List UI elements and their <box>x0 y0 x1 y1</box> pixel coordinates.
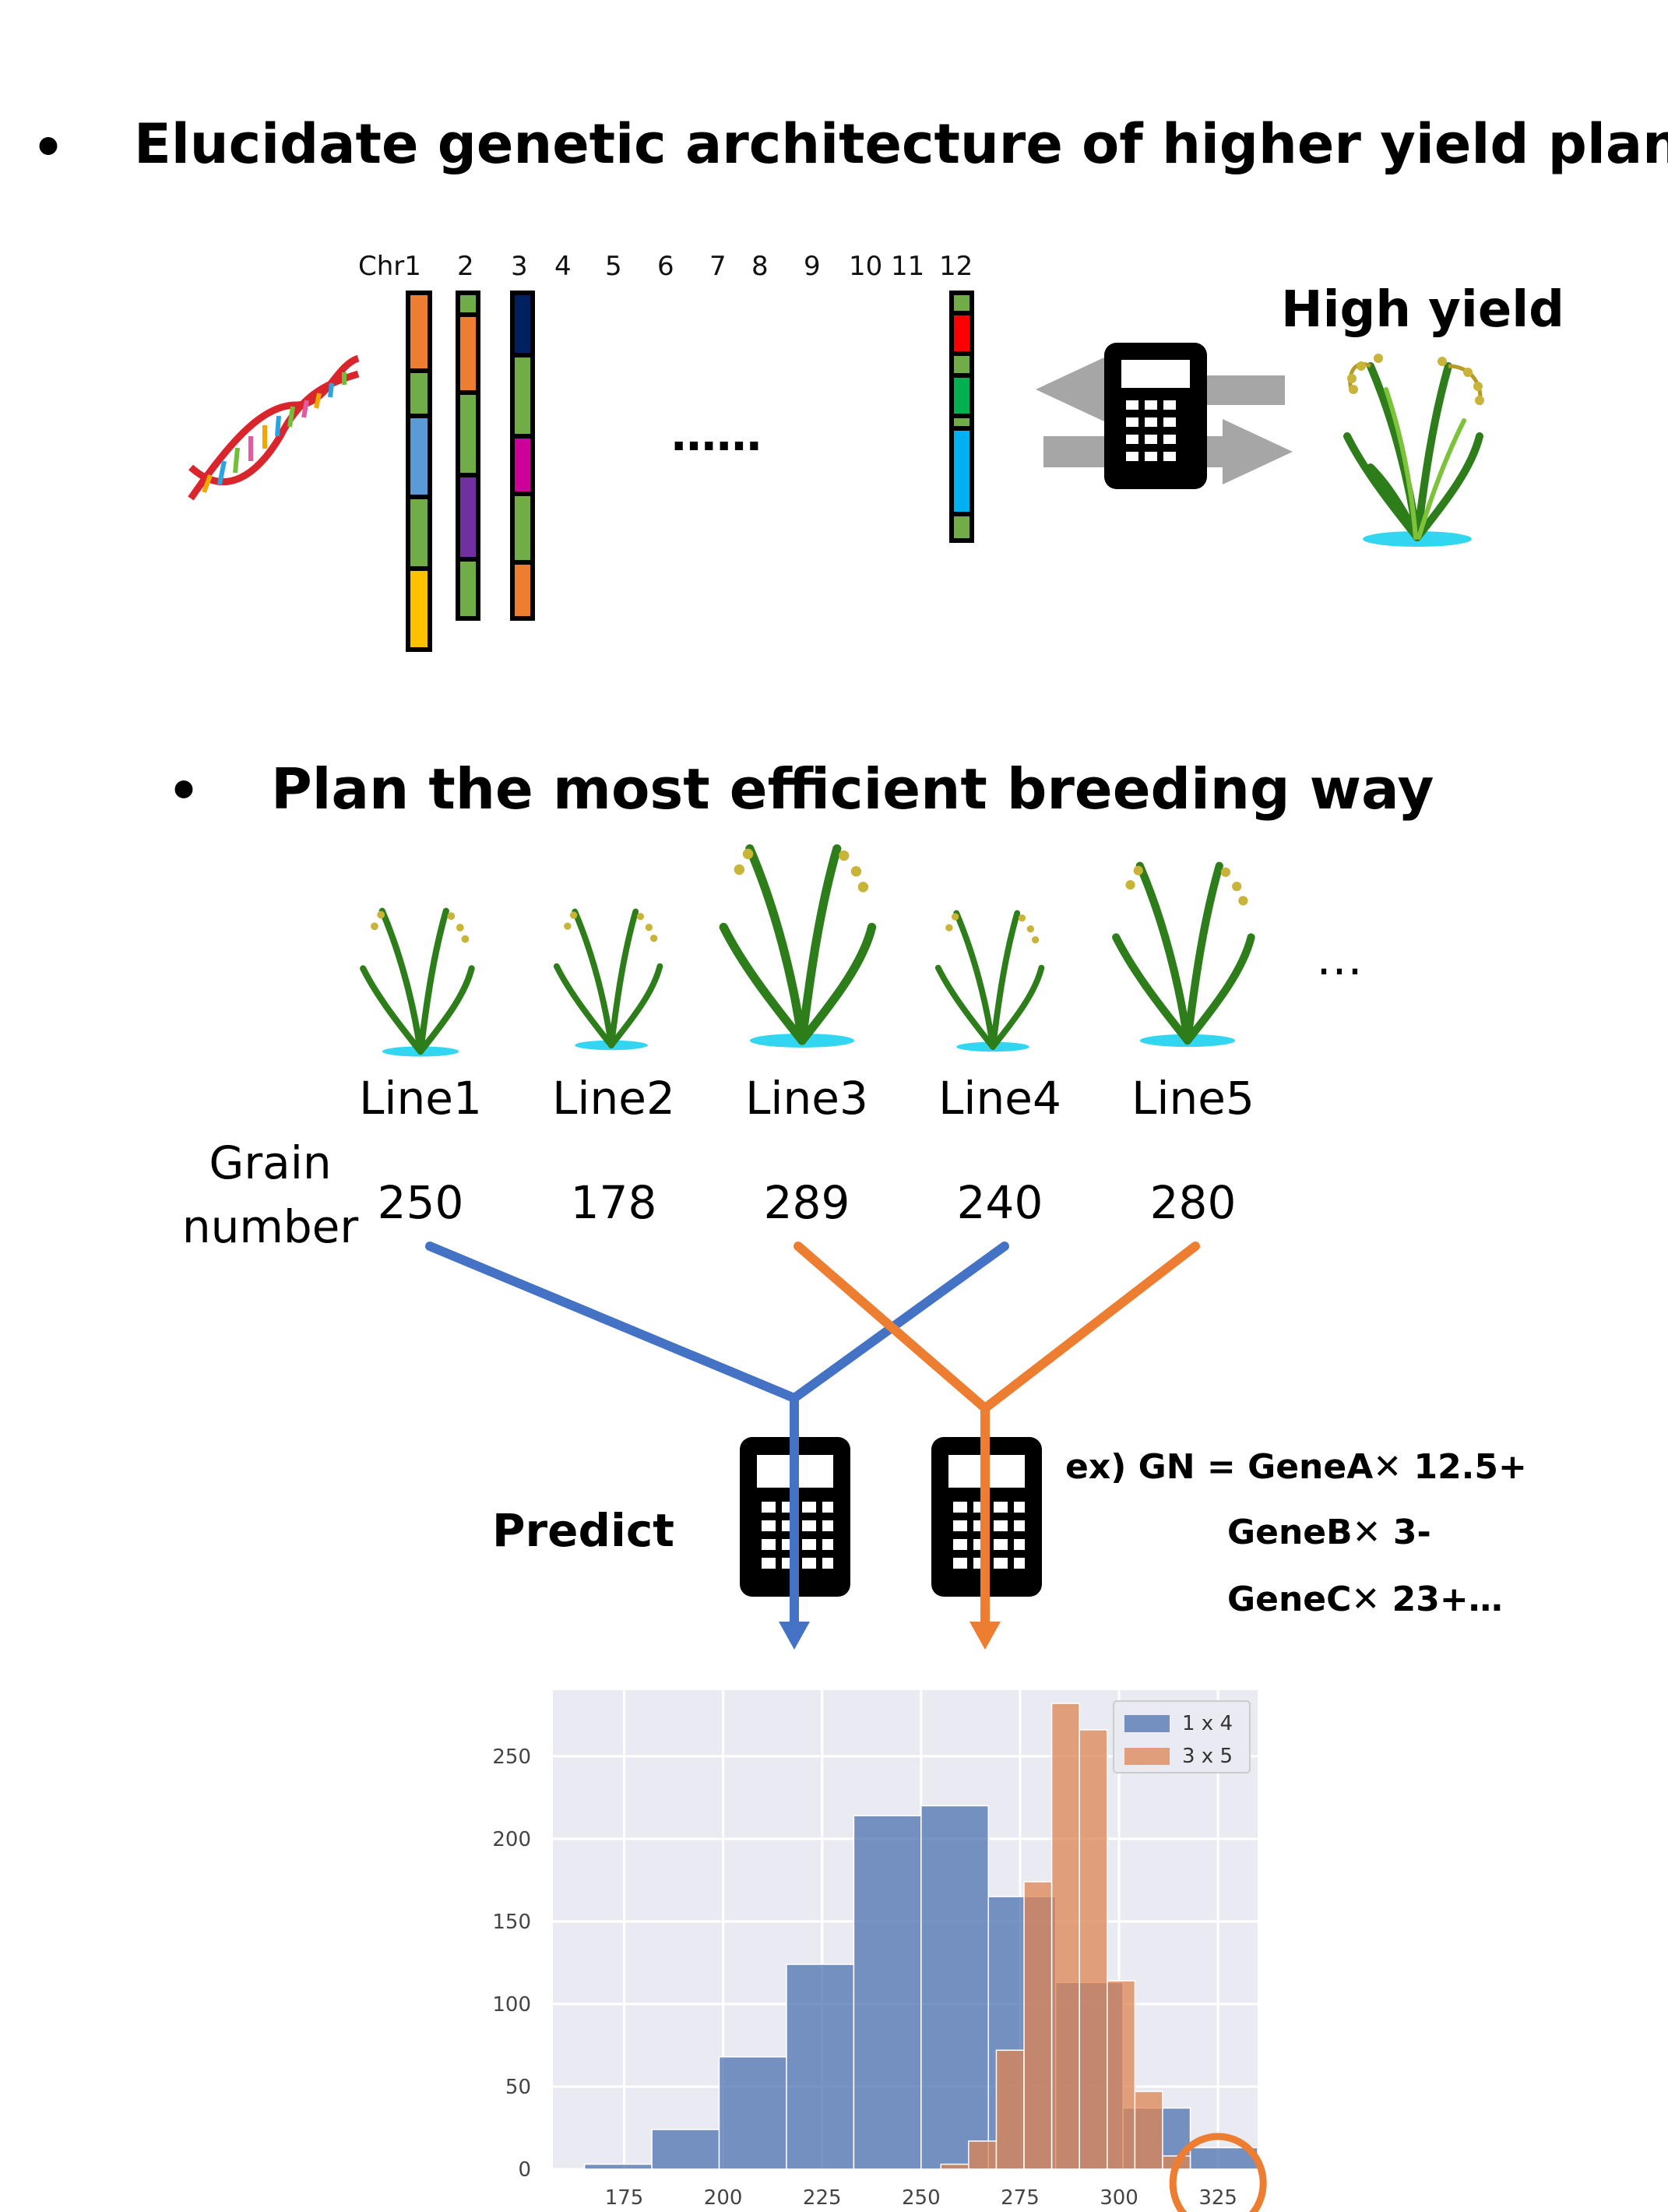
cross-3x5-lines <box>794 1242 1200 1413</box>
heading-elucidate: Elucidate genetic architecture of higher… <box>134 112 1668 176</box>
chr-label-1: Chr1 <box>358 251 421 282</box>
chromosome-ellipsis: …… <box>671 408 762 461</box>
heading-plan: Plan the most efficient breeding way <box>271 756 1434 822</box>
chr-label-8: 8 <box>751 251 769 282</box>
bar-1x4 <box>583 2163 653 2170</box>
y-tick-label: 50 <box>505 2076 531 2099</box>
chr-label-6: 6 <box>657 251 674 282</box>
chr-label-11: 11 <box>891 251 925 282</box>
bar-1x4 <box>920 1805 990 2170</box>
x-tick-label: 275 <box>1001 2186 1040 2210</box>
chromosome-1 <box>406 291 432 652</box>
highlight-circle <box>1169 2133 1267 2212</box>
grain-label-line2: number <box>181 1200 359 1253</box>
formula-line3: GeneC✕ 23+… <box>1227 1580 1503 1619</box>
x-tick-label: 200 <box>704 2186 743 2210</box>
x-tick-label: 225 <box>803 2186 842 2210</box>
bullet-top: • <box>37 111 60 180</box>
bar-1x4 <box>853 1815 922 2170</box>
bar-1x4 <box>718 2056 787 2170</box>
rice-plant-icon <box>553 908 663 1051</box>
grain-value-2: 178 <box>570 1176 657 1229</box>
chromosome-2 <box>456 291 480 621</box>
grain-value-5: 280 <box>1149 1176 1237 1229</box>
bar-3x5 <box>995 2049 1025 2170</box>
bar-1x4 <box>651 2129 720 2170</box>
line-label-3: Line3 <box>745 1072 868 1125</box>
line-label-4: Line4 <box>938 1072 1061 1125</box>
rice-plant-icon <box>719 844 877 1048</box>
bar-3x5 <box>1134 2090 1163 2170</box>
line-label-2: Line2 <box>552 1072 675 1125</box>
x-tick-label: 175 <box>605 2186 644 2210</box>
formula-line1: ex) GN = GeneA✕ 12.5+ <box>1065 1447 1527 1487</box>
grain-value-1: 250 <box>377 1176 464 1229</box>
chr-label-3: 3 <box>511 251 528 282</box>
crossing-diagram <box>425 1242 1200 1650</box>
legend-label: 3 x 5 <box>1182 1745 1233 1768</box>
y-tick-label: 200 <box>492 1828 531 1851</box>
high-yield-label: High yield <box>1281 281 1564 339</box>
chr-label-9: 9 <box>804 251 821 282</box>
line-label-5: Line5 <box>1131 1072 1255 1125</box>
predict-label: Predict <box>492 1504 674 1557</box>
chr-label-5: 5 <box>605 251 622 282</box>
grain-value-3: 289 <box>763 1176 850 1229</box>
x-tick-label: 250 <box>902 2186 941 2210</box>
chr-label-4: 4 <box>554 251 572 282</box>
bullet-second: • <box>173 754 195 823</box>
rice-plant-icon <box>934 910 1045 1052</box>
lines-ellipsis: … <box>1316 932 1363 986</box>
chr-label-2: 2 <box>457 251 474 282</box>
chromosome-3 <box>510 291 535 621</box>
bar-1x4 <box>786 1964 855 2170</box>
rice-plant-icon <box>1343 354 1484 547</box>
cross-1x4-lines <box>425 1242 1009 1403</box>
line-label-1: Line1 <box>359 1072 482 1125</box>
predict-arrow-1x4 <box>779 1398 810 1650</box>
chr-label-7: 7 <box>709 251 727 282</box>
x-tick-label: 325 <box>1198 2186 1237 2210</box>
plants-row <box>360 844 1255 1057</box>
legend-label: 1 x 4 <box>1182 1712 1233 1735</box>
bar-3x5 <box>1050 1703 1080 2170</box>
grain-label-line1: Grain <box>209 1136 332 1189</box>
predict-arrow-3x5 <box>969 1408 1001 1650</box>
bar-3x5 <box>968 2140 998 2170</box>
bar-3x5 <box>1023 1881 1053 2170</box>
chr-label-12: 12 <box>939 251 973 282</box>
chr-label-10: 10 <box>849 251 883 282</box>
bar-3x5 <box>1107 1980 1136 2170</box>
formula-line2: GeneB✕ 3- <box>1227 1513 1431 1552</box>
bar-3x5 <box>940 2163 969 2170</box>
grain-value-4: 240 <box>956 1176 1043 1229</box>
rice-plant-icon <box>360 907 475 1057</box>
histogram-chart: 175 200 225 250 275 300 325 0 50 100 150 200 250 1 x … <box>492 1690 1267 2212</box>
y-tick-label: 250 <box>492 1745 531 1769</box>
x-tick-label: 300 <box>1100 2186 1138 2210</box>
legend-swatch <box>1124 1748 1170 1765</box>
y-tick-label: 100 <box>492 1993 531 2017</box>
dna-icon <box>188 354 360 501</box>
bar-3x5 <box>1079 1729 1108 2170</box>
chromosome-12 <box>949 291 974 543</box>
y-tick-label: 150 <box>492 1911 531 1934</box>
y-tick-label: 0 <box>518 2158 531 2182</box>
calculator-icon <box>1104 343 1207 489</box>
legend-swatch <box>1124 1715 1170 1732</box>
rice-plant-icon <box>1112 861 1255 1048</box>
genome-diagram: …… <box>188 291 1484 652</box>
grain-number-label: Grain number <box>173 1131 368 1259</box>
